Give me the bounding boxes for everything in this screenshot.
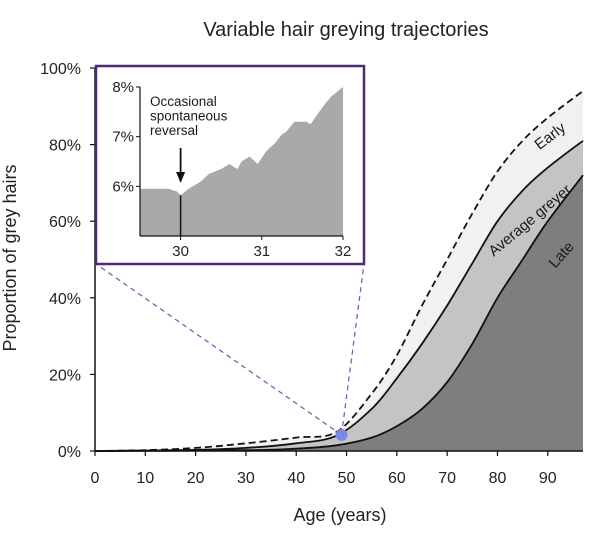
y-tick-label: 80%	[49, 138, 81, 155]
highlight-point	[335, 428, 348, 441]
x-tick-label: 70	[438, 470, 456, 487]
inset-x-tick-label: 32	[335, 243, 352, 260]
axes-group: 0 10 20 30 40 50 60 70 80 90 0% 20% 40% 60% 80% 100%	[40, 61, 583, 487]
inset-x-tick-label: 31	[253, 243, 270, 260]
inset-y-tick-label: 8%	[112, 79, 134, 96]
inset-y-tick-label: 7%	[112, 129, 134, 146]
series-line-early	[94, 90, 584, 452]
inset-x-tick-label: 30	[172, 243, 189, 260]
y-tick-label: 0%	[58, 444, 81, 461]
x-tick-label: 10	[136, 470, 154, 487]
chart-title: Variable hair greying trajectories	[203, 19, 488, 41]
reversal-annotation-line: reversal	[150, 123, 198, 138]
area-fill-late	[95, 175, 583, 451]
zoom-line-right	[340, 263, 365, 435]
y-axis-label: Proportion of grey hairs	[0, 164, 20, 351]
zoom-connector-lines	[95, 263, 365, 441]
y-tick-label: 40%	[49, 291, 81, 308]
reversal-annotation-line: Occasional	[150, 94, 217, 109]
inset-area	[140, 87, 343, 236]
x-tick-label: 30	[237, 470, 255, 487]
x-tick-label: 40	[287, 470, 305, 487]
y-tick-label: 60%	[49, 214, 81, 231]
zoom-line-left	[95, 263, 342, 436]
series-line-average-greyer	[94, 140, 584, 452]
y-tick-label: 20%	[49, 367, 81, 384]
x-tick-label: 0	[91, 470, 100, 487]
area-series-group	[94, 90, 584, 452]
x-tick-label: 20	[187, 470, 205, 487]
x-tick-label: 90	[539, 470, 557, 487]
x-tick-label: 80	[489, 470, 507, 487]
x-axis-label: Age (years)	[293, 505, 386, 525]
inset-y-tick-label: 6%	[112, 178, 134, 195]
x-tick-label: 60	[388, 470, 406, 487]
reversal-arrow-head	[176, 172, 186, 183]
reversal-annotation-line: spontaneous	[150, 109, 228, 124]
inset-chart: 6% 7% 8% 30 31 32 Occasionalspontaneousreversa…	[94, 64, 366, 266]
x-tick-label: 50	[338, 470, 356, 487]
series-line-late	[94, 174, 584, 452]
y-tick-label: 100%	[40, 61, 81, 78]
